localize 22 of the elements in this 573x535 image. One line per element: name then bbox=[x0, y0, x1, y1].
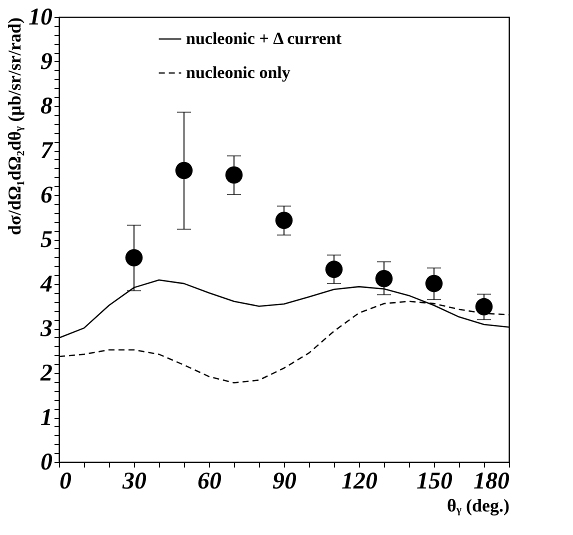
x-tick-label: 90 bbox=[272, 468, 296, 494]
x-axis-title: θᵧ (deg.) bbox=[447, 496, 510, 516]
y-tick-label: 5 bbox=[40, 227, 52, 253]
x-tick-label: 0 bbox=[60, 468, 72, 494]
y-tick-label: 8 bbox=[40, 94, 52, 120]
y-tick-label: 2 bbox=[40, 360, 52, 386]
legend-label: nucleonic + Δ current bbox=[186, 29, 342, 48]
x-tick-label: 180 bbox=[474, 468, 510, 494]
y-tick-label: 10 bbox=[28, 4, 52, 30]
y-tick-label: 6 bbox=[40, 182, 52, 208]
y-tick-label: 3 bbox=[40, 316, 52, 342]
y-tick-label: 0 bbox=[40, 450, 52, 476]
y-tick-label: 4 bbox=[40, 272, 52, 298]
x-tick-label: 150 bbox=[416, 468, 452, 494]
y-tick-label: 9 bbox=[40, 49, 52, 75]
legend-label: nucleonic only bbox=[186, 63, 291, 82]
x-tick-label: 120 bbox=[342, 468, 378, 494]
x-tick-label: 30 bbox=[122, 468, 146, 494]
y-tick-label: 7 bbox=[40, 138, 54, 164]
y-axis-title: dσ/dΩ₁dΩ₂dθᵧ (μb/sr/sr/rad) bbox=[4, 17, 24, 236]
x-tick-label: 60 bbox=[198, 468, 222, 494]
y-tick-label: 1 bbox=[40, 405, 52, 431]
